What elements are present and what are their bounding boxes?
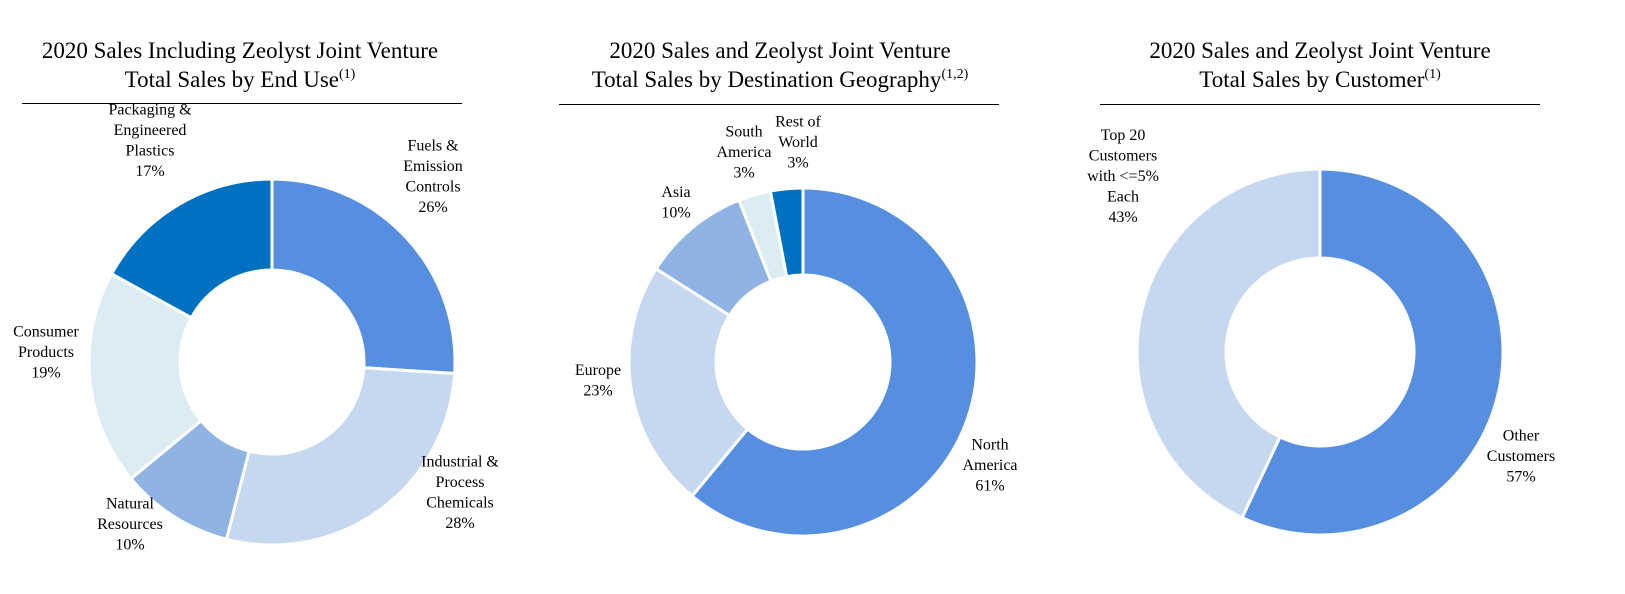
slice-label-line: with <=5% xyxy=(1087,168,1159,185)
donut-slice xyxy=(627,266,750,499)
slice-label-line: Europe xyxy=(575,362,621,379)
slice-label-line: Industrial & xyxy=(421,453,499,470)
slice-label-line: Each xyxy=(1107,189,1139,206)
chart-panel-geography: 2020 Sales and Zeolyst Joint Venture Tot… xyxy=(540,0,1020,594)
chart-title-line2: Total Sales by End Use xyxy=(124,67,339,92)
donut-slice xyxy=(270,177,457,376)
title-underline xyxy=(1100,104,1540,105)
slice-percent: 61% xyxy=(975,478,1004,495)
slice-label-line: Natural xyxy=(106,496,155,513)
title-underline xyxy=(22,103,462,104)
slice-label-line: World xyxy=(778,134,818,151)
slice-label-line: Emission xyxy=(403,158,463,175)
slice-percent: 57% xyxy=(1506,469,1535,486)
chart-title: 2020 Sales Including Zeolyst Joint Ventu… xyxy=(0,36,480,94)
donut-slice xyxy=(1240,167,1505,537)
title-underline xyxy=(559,104,999,105)
slice-label-line: Asia xyxy=(661,184,690,201)
slice-label: Consumer Products 19% xyxy=(13,324,79,382)
slice-label-line: Packaging & xyxy=(108,101,192,118)
slice-percent: 3% xyxy=(787,155,808,172)
slice-percent: 17% xyxy=(135,163,164,180)
slice-label-line: Controls xyxy=(405,178,460,195)
slice-percent: 10% xyxy=(661,204,690,221)
slice-label: Industrial & Process Chemicals 28% xyxy=(421,453,499,532)
chart-title-footnote: (1) xyxy=(1424,67,1441,82)
slice-percent: 3% xyxy=(733,165,754,182)
chart-title: 2020 Sales and Zeolyst Joint Venture Tot… xyxy=(540,36,1020,94)
chart-title-footnote: (1,2) xyxy=(941,67,969,82)
donut-slice xyxy=(224,366,457,547)
donut-chart-end-use: Fuels & Emission Controls 26% Industrial & Pr… xyxy=(13,101,499,554)
slice-label-line: Other xyxy=(1503,428,1540,445)
slice-label-line: Engineered xyxy=(114,122,187,139)
donut-slice xyxy=(109,177,274,320)
slice-percent: 19% xyxy=(31,365,60,382)
slice-label: North America 61% xyxy=(962,437,1017,495)
slice-percent: 26% xyxy=(418,199,447,216)
slice-label-line: America xyxy=(962,457,1017,474)
slice-label-line: Plastics xyxy=(126,142,175,159)
slice-percent: 10% xyxy=(115,537,144,554)
chart-panel-end-use: 2020 Sales Including Zeolyst Joint Ventu… xyxy=(0,0,499,594)
donut-chart-customer: Other Customers 57% Top 20 Customers with <=5… xyxy=(1087,127,1555,537)
donut-slice xyxy=(689,186,979,538)
slice-label-line: Fuels & xyxy=(407,137,459,154)
slice-label: Rest of World 3% xyxy=(775,114,821,172)
chart-panel-customer: 2020 Sales and Zeolyst Joint Venture Tot… xyxy=(1080,0,1560,594)
chart-title-line2: Total Sales by Destination Geography xyxy=(591,67,942,92)
donut-slice xyxy=(768,186,805,279)
slice-label-line: Customers xyxy=(1089,148,1157,165)
chart-title-line1: 2020 Sales and Zeolyst Joint Venture xyxy=(609,38,951,63)
slice-label-line: Top 20 xyxy=(1101,127,1146,144)
slice-label: South America 3% xyxy=(716,124,771,182)
chart-title-line1: 2020 Sales Including Zeolyst Joint Ventu… xyxy=(41,38,439,63)
slice-label: Europe 23% xyxy=(575,362,621,400)
slice-label: Fuels & Emission Controls 26% xyxy=(403,137,463,216)
donut-chart-geography: North America 61% Europe 23% Asia 10% South Amer… xyxy=(575,114,1018,538)
slice-label: Natural Resources 10% xyxy=(97,496,163,554)
slice-label: Top 20 Customers with <=5% Each 43% xyxy=(1087,127,1159,226)
slice-label: Asia 10% xyxy=(661,184,690,222)
donut-slice xyxy=(1135,167,1322,520)
slice-label-line: Products xyxy=(18,344,74,361)
slice-label-line: Process xyxy=(436,474,485,491)
slice-percent: 23% xyxy=(583,382,612,399)
slice-percent: 28% xyxy=(445,515,474,532)
chart-title: 2020 Sales and Zeolyst Joint Venture Tot… xyxy=(1080,36,1560,94)
chart-title-footnote: (1) xyxy=(338,67,356,82)
slice-label-line: North xyxy=(971,437,1008,454)
slice-percent: 43% xyxy=(1108,209,1137,226)
slice-label: Packaging & Engineered Plastics 17% xyxy=(108,101,192,180)
chart-title-line2: Total Sales by Customer xyxy=(1199,67,1425,92)
slice-label-line: South xyxy=(725,124,762,141)
slice-label-line: Consumer xyxy=(13,324,79,341)
slice-label-line: Customers xyxy=(1487,448,1555,465)
slice-label-line: Rest of xyxy=(775,114,821,131)
slice-label-line: Chemicals xyxy=(426,494,494,511)
chart-title-line1: 2020 Sales and Zeolyst Joint Venture xyxy=(1149,38,1491,63)
slice-label: Other Customers 57% xyxy=(1487,428,1555,486)
slice-label-line: Resources xyxy=(97,516,163,533)
slice-label-line: America xyxy=(716,144,771,161)
donut-slice xyxy=(87,271,204,481)
